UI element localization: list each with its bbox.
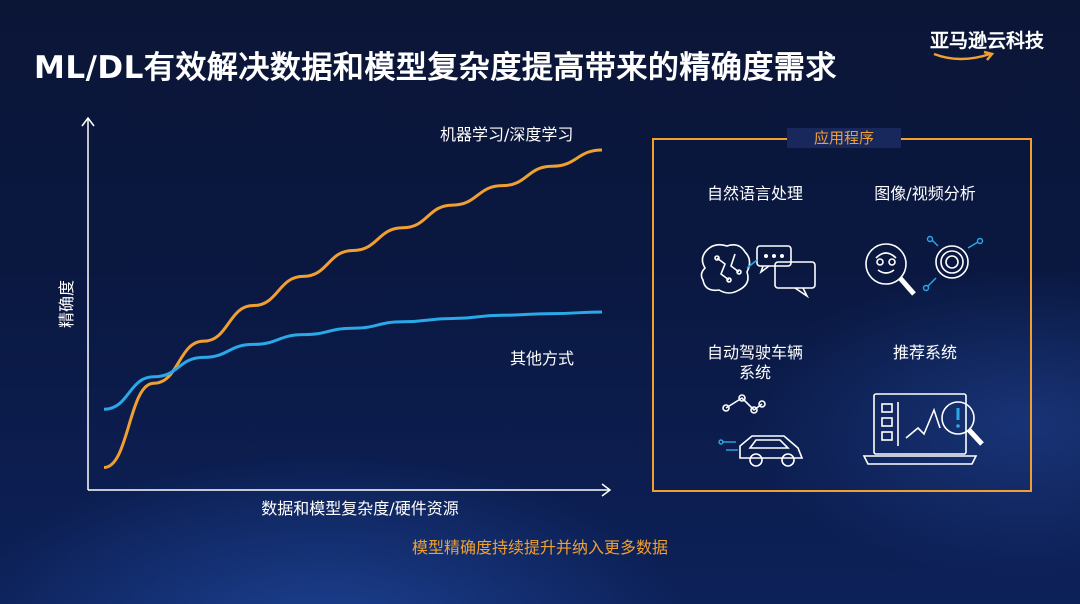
series-line-other — [103, 310, 603, 411]
smile-arrow-icon — [933, 50, 995, 61]
applications-title: 应用程序 — [787, 128, 901, 148]
series-line-ml-dl — [103, 148, 603, 470]
page-title: ML/DL有效解决数据和模型复杂度提高带来的精确度需求 — [34, 50, 837, 86]
brand-logo: 亚马逊云科技 — [930, 26, 1060, 70]
brand-name: 亚马逊云科技 — [930, 30, 1045, 52]
autonomous-car-icon — [718, 394, 804, 467]
app-label-image-video: 图像/视频分析 — [874, 184, 976, 203]
accuracy-chart: 机器学习/深度学习 其他方式 精确度 数据和模型复杂度/硬件资源 — [57, 116, 612, 518]
x-axis-arrow — [601, 483, 612, 497]
recommendation-laptop-icon — [862, 393, 984, 465]
x-axis-label: 数据和模型复杂度/硬件资源 — [261, 499, 458, 518]
y-axis-arrow — [81, 116, 95, 127]
app-label-autonomous-line2: 系统 — [738, 363, 771, 382]
face-fingerprint-icon — [865, 235, 984, 296]
footer-caption: 模型精确度持续提升并纳入更多数据 — [411, 538, 668, 557]
app-label-nlp: 自然语言处理 — [706, 184, 803, 203]
brain-chat-icon — [700, 243, 816, 299]
series-label-other: 其他方式 — [510, 349, 574, 368]
series-label-ml-dl: 机器学习/深度学习 — [440, 125, 573, 144]
app-label-autonomous-line1: 自动驾驶车辆 — [706, 343, 803, 362]
y-axis-label: 精确度 — [57, 280, 76, 328]
app-label-recommendation: 推荐系统 — [892, 343, 957, 362]
